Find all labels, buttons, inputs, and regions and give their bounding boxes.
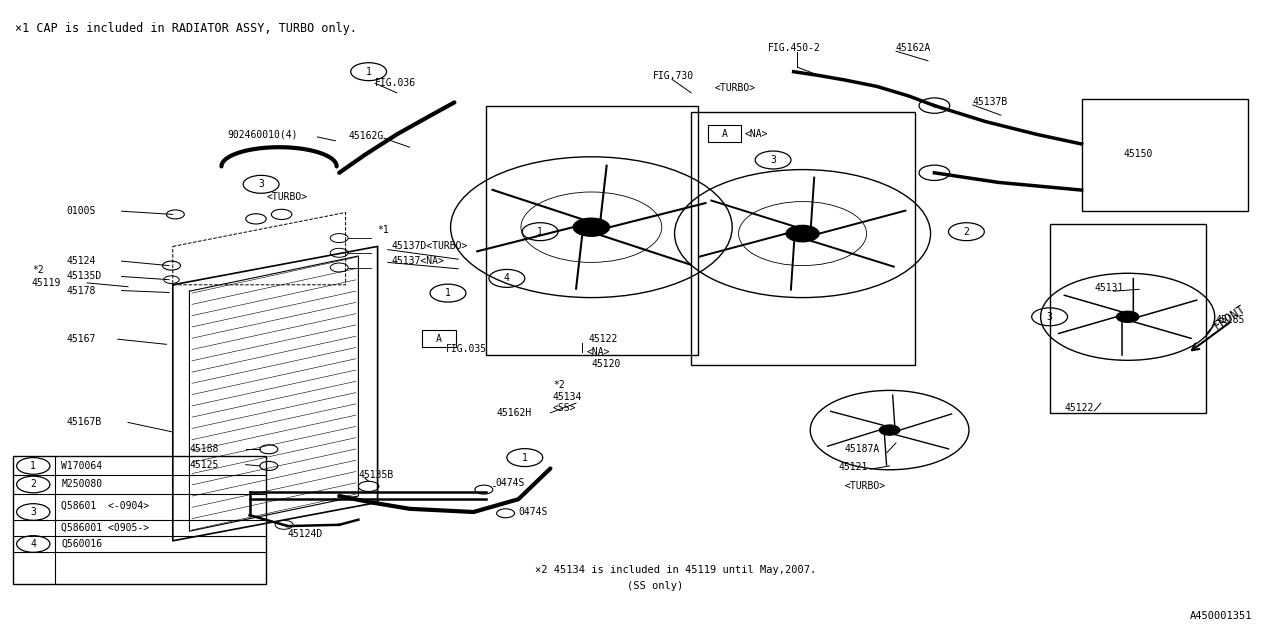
Text: 3: 3 [1047,312,1052,322]
Text: 4: 4 [31,539,36,549]
Text: 3: 3 [259,179,264,189]
Text: 45134: 45134 [553,392,582,402]
Text: Q58601  <-0904>: Q58601 <-0904> [61,500,150,511]
Text: 45150: 45150 [1124,148,1153,159]
Text: 45167B: 45167B [67,417,102,428]
Text: 45131: 45131 [1094,283,1124,293]
Text: 1: 1 [522,452,527,463]
Text: W170064: W170064 [61,461,102,471]
Text: FIG.450-2: FIG.450-2 [768,43,820,53]
Text: 3: 3 [31,507,36,517]
Text: M250080: M250080 [61,479,102,490]
Text: 45185: 45185 [1216,315,1245,325]
Text: 45124: 45124 [67,256,96,266]
Text: Q586001 <0905->: Q586001 <0905-> [61,522,150,532]
Text: 1: 1 [538,227,543,237]
Text: A: A [436,333,442,344]
Text: 0100S: 0100S [67,206,96,216]
Text: 45119: 45119 [32,278,61,288]
Text: <NA>: <NA> [586,347,609,357]
Text: 1: 1 [366,67,371,77]
Text: *2: *2 [553,380,564,390]
Text: FRONT: FRONT [1211,302,1248,333]
Text: ×2 45134 is included in 45119 until May,2007.: ×2 45134 is included in 45119 until May,… [535,564,817,575]
Text: 45120: 45120 [591,358,621,369]
Text: (SS only): (SS only) [627,580,684,591]
Text: *1: *1 [378,225,389,236]
Text: 45122: 45122 [1065,403,1094,413]
Text: 45137<NA>: 45137<NA> [392,256,444,266]
Text: 45162A: 45162A [896,43,932,53]
Text: 45137D<TURBO>: 45137D<TURBO> [392,241,468,252]
Text: 45124D: 45124D [288,529,324,540]
Text: <TURBO>: <TURBO> [714,83,755,93]
Text: FIG.036: FIG.036 [375,78,416,88]
Text: 0474S: 0474S [495,478,525,488]
Text: FIG.730: FIG.730 [653,70,694,81]
Bar [708,125,741,142]
Text: 45188: 45188 [189,444,219,454]
Bar [691,112,915,365]
Text: 45187A: 45187A [845,444,881,454]
Text: 45137B: 45137B [973,97,1009,108]
Text: 45162G: 45162G [348,131,384,141]
Text: 45122: 45122 [589,334,618,344]
Bar [1050,224,1206,413]
Bar [486,106,698,355]
Text: 1: 1 [31,461,36,471]
Text: *2: *2 [32,265,44,275]
Bar [1082,99,1248,211]
Text: <SS>: <SS> [553,403,576,413]
Text: A: A [722,129,727,139]
Text: 45167: 45167 [67,334,96,344]
Text: 3: 3 [771,155,776,165]
Text: 902460010(4): 902460010(4) [228,129,298,140]
Text: 4: 4 [504,273,509,284]
Bar [13,456,266,584]
Text: 45121: 45121 [838,462,868,472]
Text: 0474S: 0474S [518,507,548,517]
Text: A450001351: A450001351 [1189,611,1252,621]
Text: <TURBO>: <TURBO> [845,481,886,492]
Circle shape [879,425,900,435]
Text: 2: 2 [31,479,36,490]
Text: 45178: 45178 [67,285,96,296]
Text: <TURBO>: <TURBO> [266,192,307,202]
Text: 45162H: 45162H [497,408,532,418]
Text: 2: 2 [964,227,969,237]
Circle shape [1116,311,1139,323]
Text: Q560016: Q560016 [61,539,102,549]
Text: 45125: 45125 [189,460,219,470]
Text: <NA>: <NA> [745,129,768,140]
Text: FIG.035: FIG.035 [445,344,486,354]
Text: 1: 1 [445,288,451,298]
Bar [422,330,456,347]
Circle shape [573,218,609,236]
Text: ×1 CAP is included in RADIATOR ASSY, TURBO only.: ×1 CAP is included in RADIATOR ASSY, TUR… [15,22,357,35]
Circle shape [786,225,819,242]
Text: 45135B: 45135B [358,470,394,480]
Text: 45135D: 45135D [67,271,102,282]
